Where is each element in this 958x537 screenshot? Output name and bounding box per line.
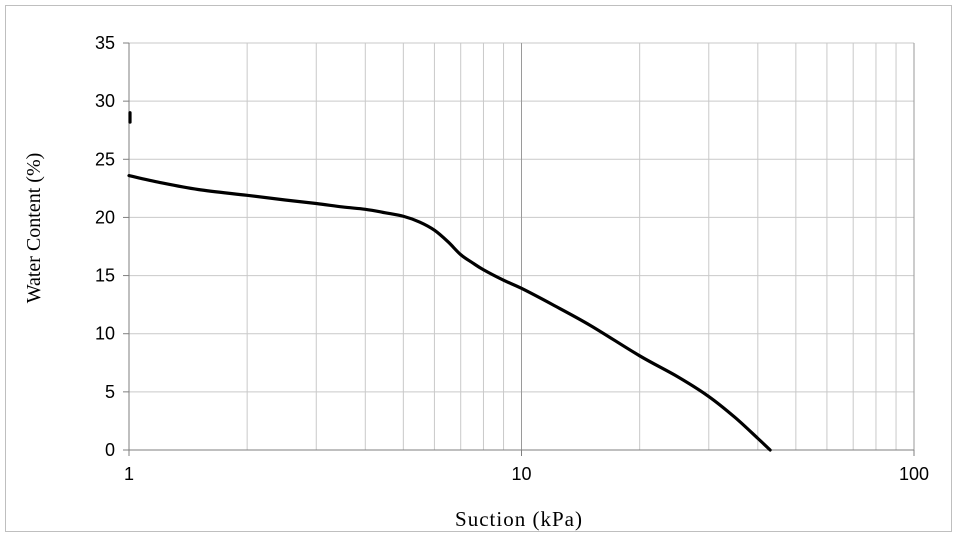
x-tick-label: 100 xyxy=(899,464,929,484)
chart-container: 0 5 10 15 20 25 30 35 1 10 100 Water Content (%) S… xyxy=(5,5,952,532)
water-retention-chart: 0 5 10 15 20 25 30 35 1 10 100 Water Content (%) S… xyxy=(23,33,929,531)
y-tick-label: 0 xyxy=(105,440,115,460)
y-tick-label: 25 xyxy=(95,149,115,169)
y-tick-label: 20 xyxy=(95,207,115,227)
x-axis-title: Suction (kPa) xyxy=(455,507,583,531)
axes xyxy=(123,42,915,456)
y-tick-label: 5 xyxy=(105,382,115,402)
grid xyxy=(129,42,915,450)
y-tick-label: 15 xyxy=(95,266,115,286)
y-tick-label: 30 xyxy=(95,91,115,111)
tick-labels: 0 5 10 15 20 25 30 35 1 10 100 xyxy=(95,33,929,484)
y-axis-title: Water Content (%) xyxy=(23,153,45,304)
y-tick-label: 35 xyxy=(95,33,115,53)
x-tick-label: 1 xyxy=(124,464,134,484)
y-tick-label: 10 xyxy=(95,324,115,344)
series-line-1 xyxy=(127,173,772,452)
x-tick-label: 10 xyxy=(511,464,531,484)
series-layer xyxy=(127,111,772,452)
